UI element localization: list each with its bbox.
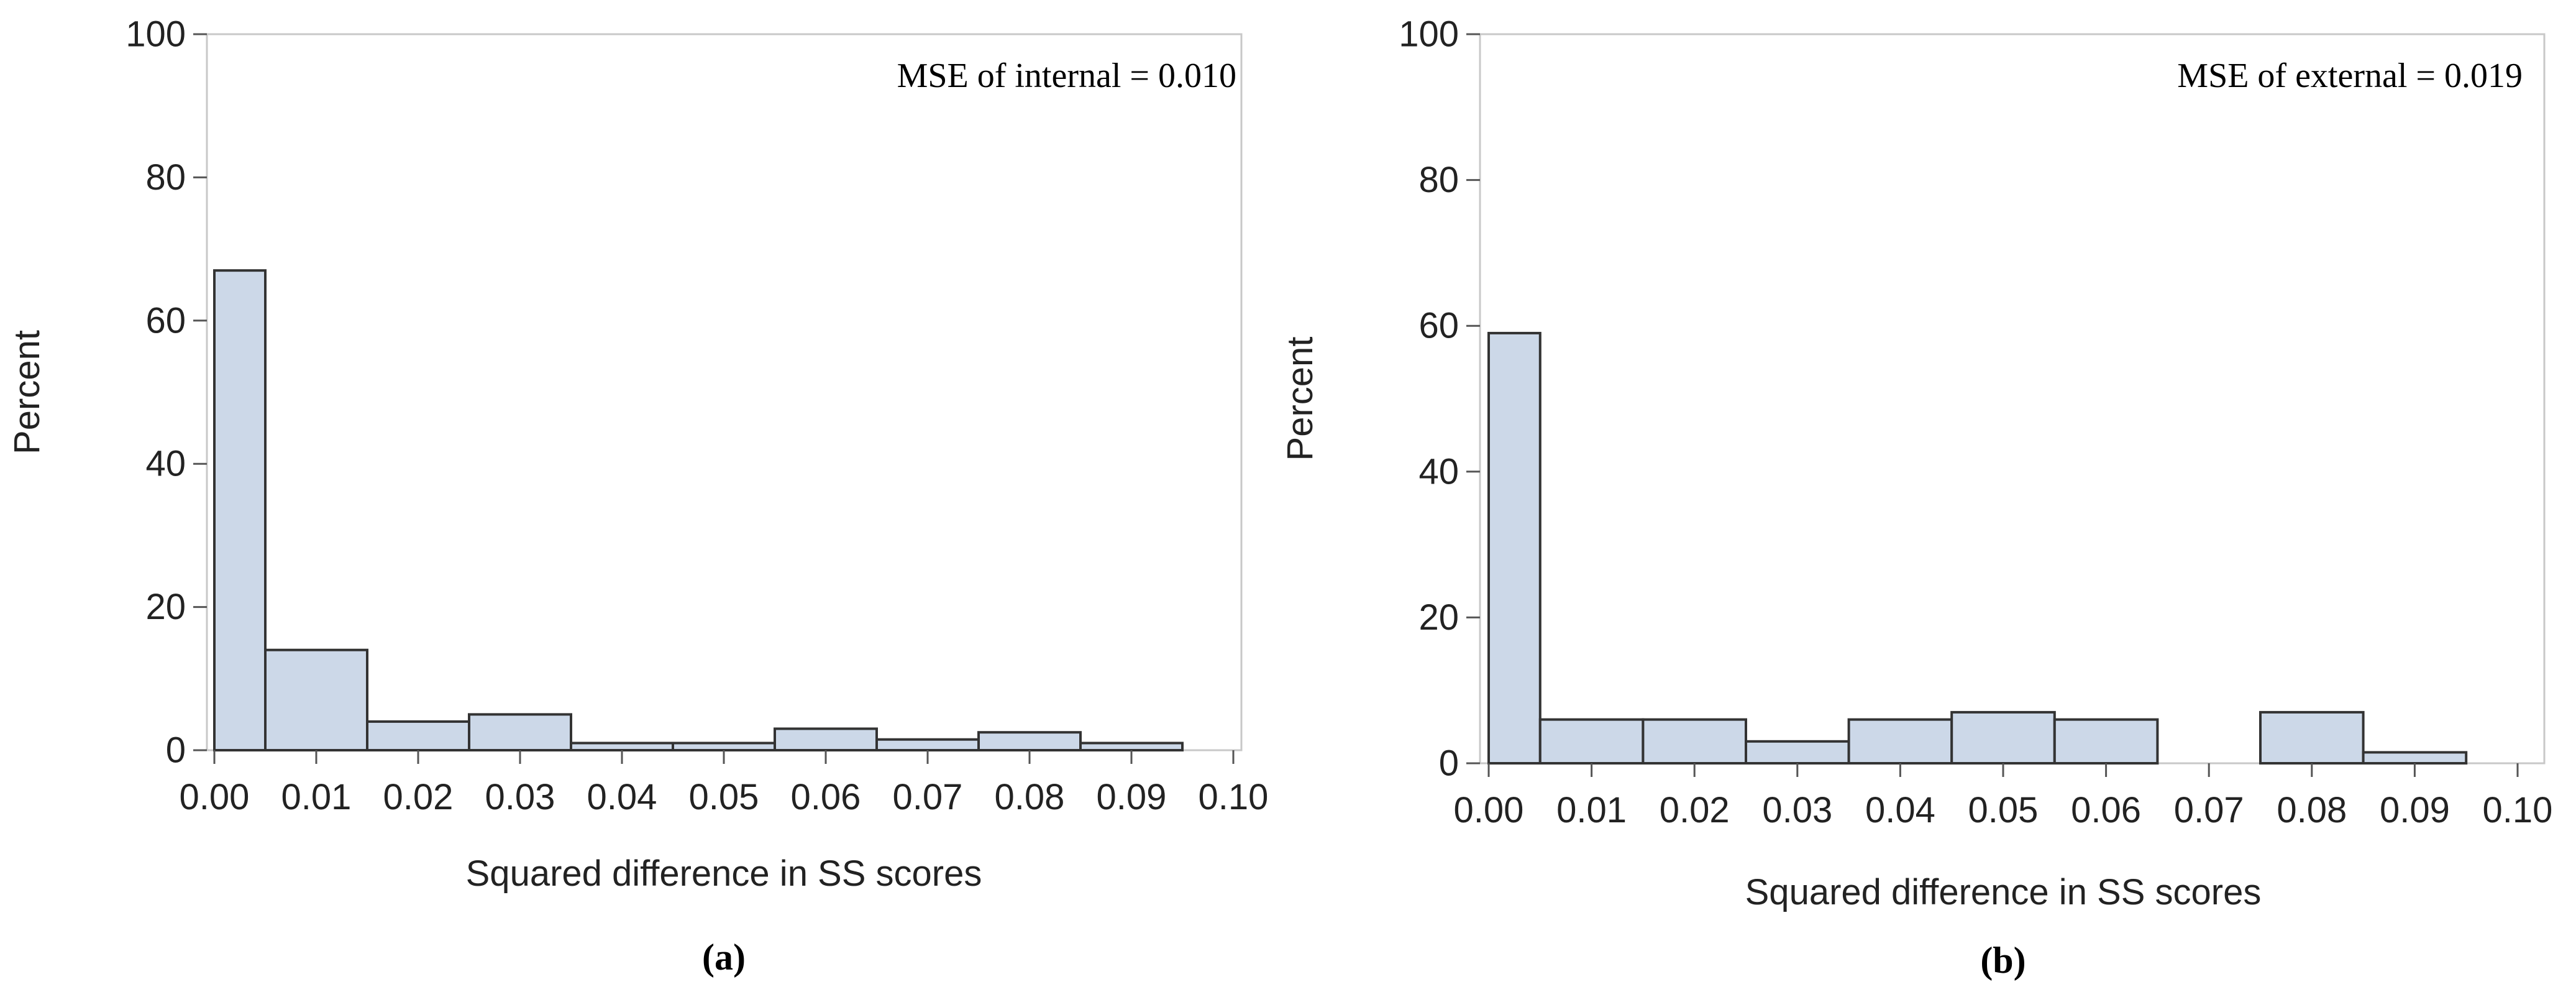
histogram-bar xyxy=(977,731,1082,751)
histogram-bar xyxy=(672,742,776,751)
histogram-bars-b xyxy=(1487,331,2468,765)
x-tick-label: 0.01 xyxy=(1556,790,1627,830)
histogram-bar xyxy=(1847,718,1953,765)
x-tick-label: 0.00 xyxy=(180,777,250,817)
x-tick-label: 0.04 xyxy=(1865,790,1935,830)
y-tick-label: 0 xyxy=(166,730,186,771)
histogram-bar xyxy=(774,727,878,751)
y-ticks-a: 0 20 40 60 80 100 xyxy=(126,14,207,771)
x-tick-label: 0.02 xyxy=(383,777,454,817)
x-axis-label-b: Squared difference in SS scores xyxy=(1745,872,2262,912)
y-tick-label: 60 xyxy=(1418,306,1459,346)
histogram-bar xyxy=(2362,751,2468,765)
x-tick-label: 0.00 xyxy=(1454,790,1524,830)
histogram-bar xyxy=(264,648,368,751)
y-tick-label: 80 xyxy=(145,157,186,198)
histogram-bar xyxy=(1950,710,2056,765)
x-tick-label: 0.04 xyxy=(587,777,657,817)
x-tick-label: 0.05 xyxy=(1968,790,2039,830)
histogram-bar xyxy=(2259,710,2365,765)
panel-label-a: (a) xyxy=(702,937,746,978)
y-tick-label: 100 xyxy=(1399,14,1459,55)
y-tick-label: 20 xyxy=(145,587,186,627)
histogram-bar xyxy=(468,713,572,752)
x-tick-label: 0.03 xyxy=(485,777,555,817)
histogram-bar xyxy=(1487,331,1541,765)
x-tick-label: 0.07 xyxy=(893,777,963,817)
histogram-bar xyxy=(875,738,980,751)
x-tick-label: 0.08 xyxy=(2277,790,2347,830)
x-tick-label: 0.02 xyxy=(1660,790,1730,830)
y-axis-label-b: Percent xyxy=(1280,337,1320,461)
histogram-bar xyxy=(213,269,267,752)
x-tick-label: 0.03 xyxy=(1762,790,1832,830)
histogram-bar xyxy=(366,720,470,752)
mse-annotation-b: MSE of external = 0.019 xyxy=(2177,57,2523,95)
y-tick-label: 40 xyxy=(1418,451,1459,492)
histogram-bar xyxy=(2053,718,2159,765)
y-tick-label: 60 xyxy=(145,300,186,341)
histogram-bar xyxy=(570,742,674,751)
y-tick-label: 0 xyxy=(1439,743,1459,784)
x-tick-label: 0.09 xyxy=(2380,790,2450,830)
mse-annotation-a: MSE of internal = 0.010 xyxy=(897,57,1236,95)
x-ticks-b: 0.00 0.01 0.02 0.03 0.04 0.05 0.06 0.07 0.08 0.09… xyxy=(1454,763,2553,830)
x-tick-label: 0.06 xyxy=(791,777,861,817)
histogram-bar xyxy=(1642,718,1747,765)
x-axis-label-a: Squared difference in SS scores xyxy=(466,853,982,894)
panel-label-b: (b) xyxy=(1980,940,2026,981)
x-tick-label: 0.10 xyxy=(2483,790,2553,830)
y-tick-label: 40 xyxy=(145,444,186,484)
x-ticks-a: 0.00 0.01 0.02 0.03 0.04 0.05 0.06 0.07 0.08 0.09… xyxy=(180,750,1269,817)
x-tick-label: 0.09 xyxy=(1097,777,1167,817)
x-tick-label: 0.10 xyxy=(1199,777,1269,817)
x-tick-label: 0.05 xyxy=(689,777,759,817)
histogram-bars-a xyxy=(213,269,1184,752)
y-axis-label-a: Percent xyxy=(7,330,47,454)
y-tick-label: 80 xyxy=(1418,160,1459,200)
x-tick-label: 0.08 xyxy=(995,777,1065,817)
y-ticks-b: 0 20 40 60 80 100 xyxy=(1399,14,1480,784)
x-tick-label: 0.07 xyxy=(2174,790,2244,830)
x-tick-label: 0.06 xyxy=(2071,790,2141,830)
y-tick-label: 20 xyxy=(1418,597,1459,638)
histogram-bar xyxy=(1079,742,1184,751)
x-tick-label: 0.01 xyxy=(281,777,352,817)
histogram-bar xyxy=(1538,718,1645,765)
y-tick-label: 100 xyxy=(126,14,186,55)
histogram-bar xyxy=(1745,740,1850,765)
